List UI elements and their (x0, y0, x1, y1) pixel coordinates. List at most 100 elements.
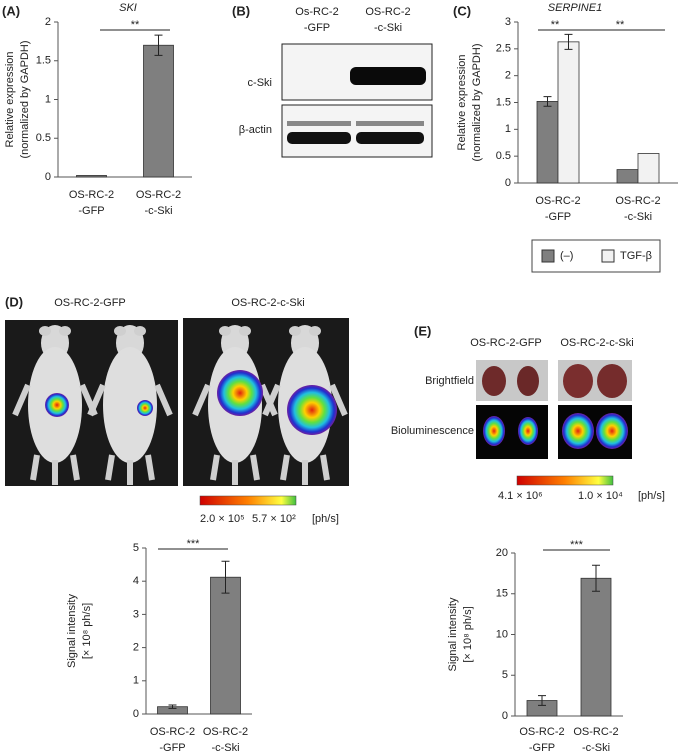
y-tick-label: 15 (496, 588, 508, 600)
y-tick-label: 1 (133, 675, 139, 687)
blot-panel: (B) Os-RC-2 -GFP OS-RC-2 -c-Ski c-Ski β-… (232, 3, 433, 158)
x-tick-label: OS-RC-2 (150, 726, 195, 738)
x-tick-label: -c-Ski (211, 742, 239, 752)
y-tick-label: 4 (133, 575, 139, 587)
colorbar (516, 475, 614, 486)
y-axis-label: [× 10⁸ ph/s] (462, 606, 474, 662)
legend-box (531, 239, 661, 273)
signal (137, 400, 153, 416)
y-tick-label: 5 (502, 669, 508, 681)
legend-label: TGF-β (620, 250, 652, 262)
y-axis-label: [× 10⁸ ph/s] (81, 603, 93, 659)
row-label: Bioluminescence (391, 425, 474, 437)
colorbar-label: 2.0 × 10⁵ (200, 513, 245, 525)
bar (557, 41, 580, 184)
x-tick-label: OS-RC-2 (519, 726, 564, 738)
colorbar-label: [ph/s] (638, 490, 665, 502)
significance-label: ** (616, 19, 625, 31)
x-tick-label: -c-Ski (582, 742, 610, 752)
y-tick-label: 3 (133, 608, 139, 620)
y-axis-label: Signal intensity (447, 597, 459, 671)
bar (616, 169, 639, 184)
x-tick-label: -GFP (529, 742, 555, 752)
organ (597, 364, 627, 398)
y-axis-label: (normalized by GAPDH) (19, 41, 31, 159)
y-tick-label: 1.5 (36, 55, 51, 67)
x-tick-label: -c-Ski (624, 211, 652, 223)
signal (596, 413, 628, 449)
signal (45, 393, 69, 417)
signal (483, 416, 505, 446)
colorbar (199, 495, 297, 506)
colorbar-label: 4.1 × 10⁶ (498, 490, 543, 502)
blot-band (350, 67, 426, 85)
row-label: β-actin (239, 124, 272, 136)
panel-label: (D) (5, 294, 23, 309)
y-tick-label: 0 (45, 171, 51, 183)
x-tick-label: OS-RC-2 (615, 195, 660, 207)
lane-label: OS-RC-2 (365, 6, 410, 18)
bar (536, 101, 559, 184)
y-tick-label: 20 (496, 547, 508, 559)
y-tick-label: 1.5 (496, 96, 511, 108)
error-bar (221, 560, 230, 594)
y-axis-label: Relative expression (456, 55, 468, 151)
y-tick-label: 2 (45, 16, 51, 28)
y-tick-label: 1 (505, 123, 511, 135)
significance-label: ** (131, 19, 140, 31)
lane-label: -GFP (304, 22, 330, 34)
row-label: c-Ski (248, 77, 272, 89)
x-tick-label: OS-RC-2 (136, 189, 181, 201)
y-axis-label: (normalized by GAPDH) (471, 44, 483, 162)
x-tick-label: OS-RC-2 (203, 726, 248, 738)
signal (217, 370, 263, 416)
y-tick-label: 1 (45, 93, 51, 105)
chart-title: SERPINE1 (548, 2, 602, 14)
y-tick-label: 2.5 (496, 43, 511, 55)
bar (143, 44, 174, 178)
error-bar (564, 33, 573, 50)
legend-swatch (601, 249, 615, 263)
y-tick-label: 5 (133, 542, 139, 554)
y-tick-label: 0.5 (496, 150, 511, 162)
x-tick-label: OS-RC-2 (573, 726, 618, 738)
y-axis-label: Signal intensity (66, 594, 78, 668)
panel-label: (C) (453, 3, 471, 18)
blot-band (287, 121, 351, 126)
panel-label: (B) (232, 3, 250, 18)
x-tick-label: -GFP (159, 742, 185, 752)
signal (518, 417, 538, 445)
bar (76, 175, 107, 178)
colorbar-label: [ph/s] (312, 513, 339, 525)
blot-band (287, 132, 351, 144)
bar (580, 577, 612, 717)
blot-band (356, 132, 424, 144)
group-label: OS-RC-2-c-Ski (560, 337, 633, 349)
blot-image (281, 104, 433, 158)
signal (562, 413, 594, 449)
colorbar-label: 1.0 × 10⁴ (578, 490, 623, 502)
row-label: Brightfield (425, 375, 474, 387)
bar (637, 153, 660, 184)
legend-label: (–) (560, 250, 573, 262)
x-tick-label: -GFP (78, 205, 104, 217)
error-bar (538, 695, 546, 706)
y-tick-label: 2 (133, 642, 139, 654)
y-axis-label: Relative expression (4, 52, 16, 148)
group-label: OS-RC-2-c-Ski (231, 297, 304, 309)
y-tick-label: 0 (502, 710, 508, 722)
organ (482, 366, 506, 396)
y-tick-label: 10 (496, 628, 508, 640)
colorbar-label: 5.7 × 10² (252, 513, 296, 525)
error-bar (592, 564, 600, 592)
error-bar (168, 704, 177, 709)
lane-label: Os-RC-2 (295, 6, 338, 18)
bar (210, 576, 241, 715)
error-bar (543, 96, 552, 107)
y-tick-label: 0 (505, 177, 511, 189)
organ (517, 366, 539, 396)
group-label: OS-RC-2-GFP (470, 337, 542, 349)
blot-band (356, 121, 424, 126)
legend-swatch (541, 249, 555, 263)
